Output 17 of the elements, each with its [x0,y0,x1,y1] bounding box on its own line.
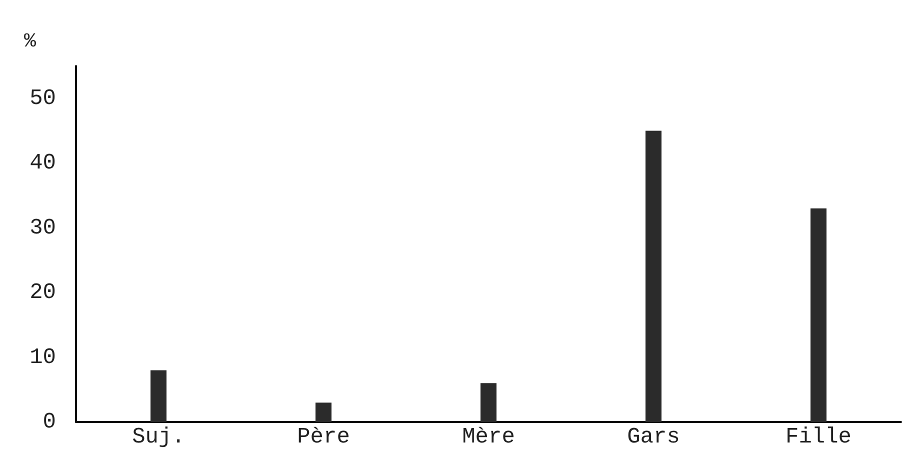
x-tick-label: Mère [462,424,515,450]
y-tick-label: 30 [30,215,56,240]
y-tick-label: 40 [30,150,56,176]
x-tick-label: Père [297,424,350,450]
x-tick-label: Suj. [132,424,185,450]
y-axis-title: % [24,30,37,54]
bar [646,130,662,422]
x-tick-label: Fille [785,424,852,450]
y-tick-label: 0 [42,410,56,434]
y-tick-label: 50 [30,86,56,111]
bar [316,402,332,422]
y-tick-label: 10 [30,344,56,370]
bar [480,383,496,422]
y-tick-label: 20 [30,280,56,306]
x-tick-label: Gars [627,424,680,450]
bar [810,208,826,422]
bar [150,370,166,422]
